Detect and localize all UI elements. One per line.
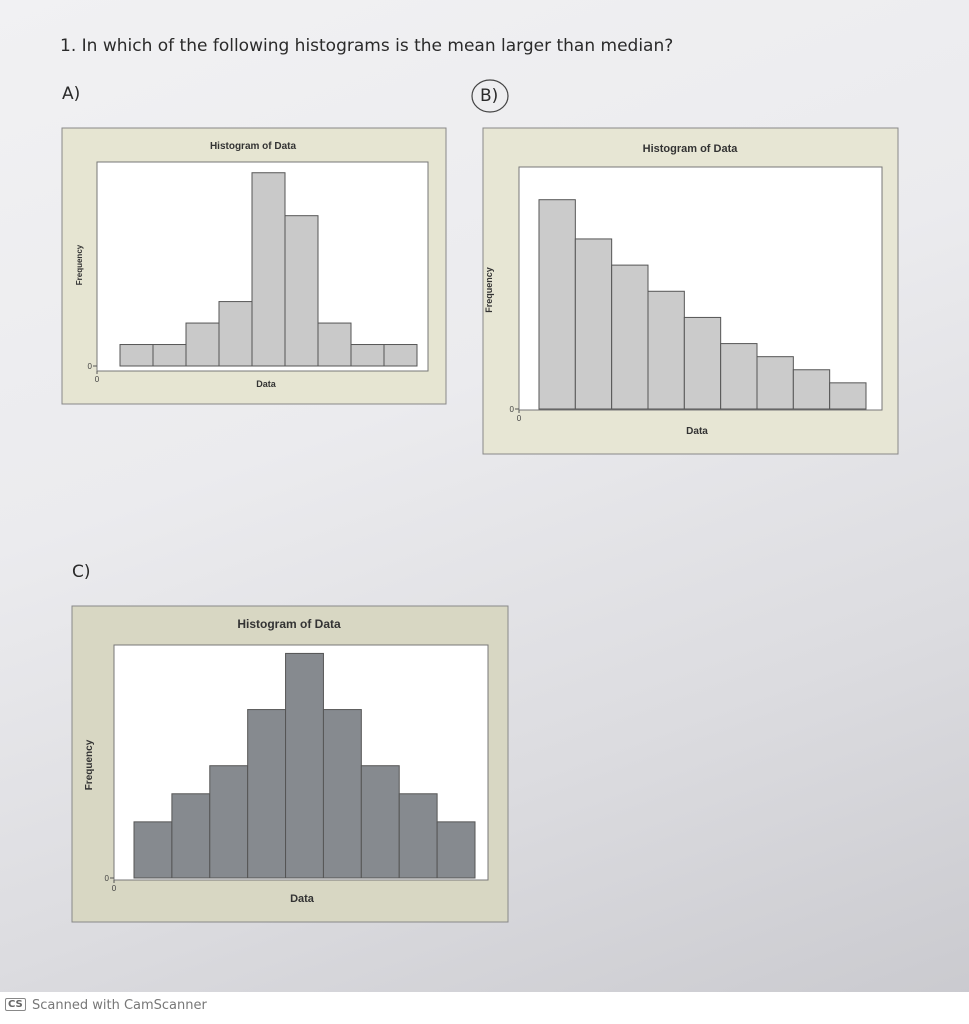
bar xyxy=(285,652,324,879)
bar xyxy=(171,793,211,879)
chart-title: Histogram of Data xyxy=(643,143,739,155)
bar xyxy=(398,793,438,879)
bar xyxy=(209,765,249,879)
option-label: C) xyxy=(72,562,91,582)
bar xyxy=(284,215,319,367)
bar xyxy=(317,322,352,367)
x-tick-label: 0 xyxy=(517,414,522,423)
bar xyxy=(611,264,649,410)
bar xyxy=(152,344,187,367)
option-label: B) xyxy=(480,86,499,106)
x-axis-label: Data xyxy=(256,379,277,389)
option-label: A) xyxy=(62,84,81,104)
bar xyxy=(436,821,476,879)
chart-title: Histogram of Data xyxy=(210,141,297,152)
bar xyxy=(251,172,286,367)
bar xyxy=(185,322,220,367)
bar xyxy=(683,316,722,410)
bar xyxy=(574,238,613,410)
bar xyxy=(322,709,362,879)
x-tick-label: 0 xyxy=(95,375,100,384)
y-tick-label: 0 xyxy=(510,405,515,414)
x-axis-label: Data xyxy=(290,893,315,905)
question: 1. In which of the following histograms … xyxy=(60,36,674,56)
bar xyxy=(360,765,400,879)
footer-text: Scanned with CamScanner xyxy=(32,998,207,1013)
bar xyxy=(218,301,253,367)
answer-circle xyxy=(471,79,509,113)
bar xyxy=(247,709,287,879)
bar xyxy=(119,344,154,367)
y-tick-label: 0 xyxy=(88,362,93,371)
footer-badge: CS xyxy=(5,998,26,1011)
bar xyxy=(538,199,576,410)
chart-title: Histogram of Data xyxy=(237,617,341,631)
footer: CS Scanned with CamScanner xyxy=(0,992,969,1024)
bar xyxy=(720,343,758,410)
y-axis-label: Frequency xyxy=(84,739,95,790)
bar xyxy=(350,344,385,367)
bar xyxy=(756,356,794,410)
x-tick-label: 0 xyxy=(112,884,117,893)
x-axis-label: Data xyxy=(686,426,708,437)
bar xyxy=(829,382,867,410)
bar xyxy=(383,344,418,367)
bar xyxy=(792,369,831,410)
bar xyxy=(647,290,685,410)
y-tick-label: 0 xyxy=(105,874,110,883)
bar xyxy=(133,821,173,879)
y-axis-label: Frequency xyxy=(75,244,84,285)
y-axis-label: Frequency xyxy=(484,267,494,313)
